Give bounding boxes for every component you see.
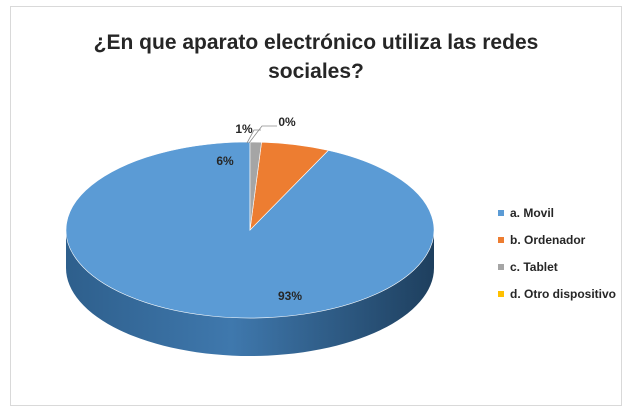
legend-item-tablet: c. Tablet bbox=[498, 253, 616, 280]
chart-title-line-1: ¿En que aparato electrónico utiliza las … bbox=[93, 31, 539, 54]
legend-item-movil: a. Movil bbox=[498, 199, 616, 226]
legend-label-tablet: c. Tablet bbox=[510, 259, 558, 274]
legend-label-otro: d. Otro dispositivo bbox=[510, 286, 617, 301]
legend-swatch-otro bbox=[498, 290, 504, 297]
data-label-tablet: 1% bbox=[235, 122, 253, 136]
chart-title: ¿En que aparato electrónico utiliza las … bbox=[10, 28, 622, 86]
legend-item-otro: d. Otro dispositivo bbox=[498, 280, 616, 307]
legend-swatch-ordenador bbox=[498, 236, 504, 243]
legend-swatch-movil bbox=[498, 209, 504, 216]
data-label-movil: 93% bbox=[278, 289, 302, 303]
legend-swatch-tablet bbox=[498, 263, 504, 270]
legend-label-ordenador: b. Ordenador bbox=[510, 232, 586, 247]
chart-title-line-2: sociales? bbox=[268, 60, 364, 83]
legend-item-ordenador: b. Ordenador bbox=[498, 226, 616, 253]
data-label-otro: 0% bbox=[278, 115, 296, 129]
data-label-ordenador: 6% bbox=[216, 154, 234, 168]
legend: a. Movil b. Ordenador c. Tablet d. Otro … bbox=[498, 199, 616, 307]
legend-label-movil: a. Movil bbox=[510, 205, 555, 220]
leader-line-otro bbox=[248, 125, 277, 144]
pie-side-wall bbox=[66, 230, 434, 356]
